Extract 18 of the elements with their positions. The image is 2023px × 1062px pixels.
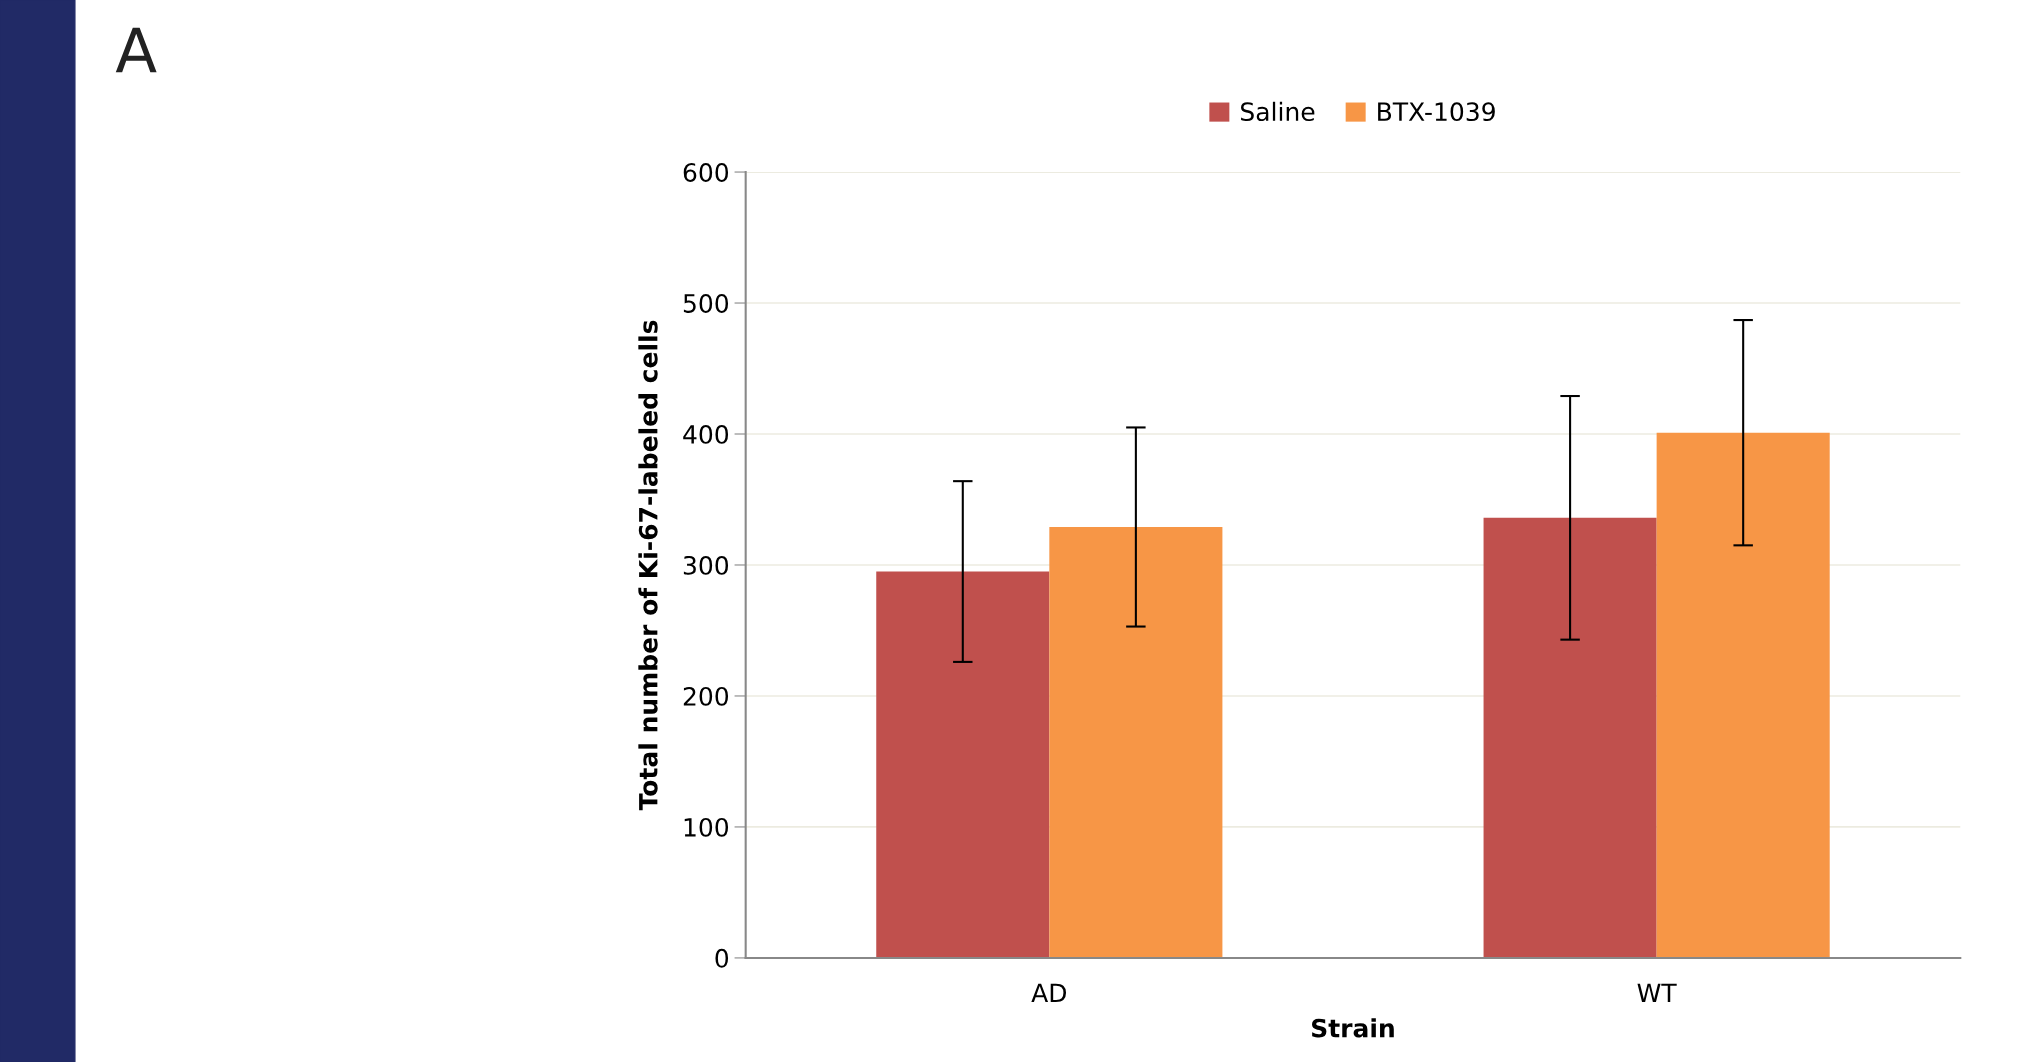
y-tick-label: 600 [683, 162, 729, 182]
y-axis-title: Total number of Ki-67-labeled cells [638, 320, 658, 811]
x-tick-label: AD [1031, 983, 1067, 1002]
y-tick-label: 0 [715, 948, 729, 968]
y-tick-label: 500 [683, 293, 729, 313]
bar [1049, 527, 1223, 958]
legend-label: Saline [1241, 101, 1315, 122]
x-tick-label: WT [1637, 983, 1677, 1002]
y-tick-label: 400 [683, 424, 729, 444]
y-tick-label: 200 [683, 686, 729, 706]
bar [876, 571, 1050, 958]
y-tick-label: 100 [684, 817, 729, 837]
bar [1483, 517, 1657, 958]
y-tick-label: 300 [683, 555, 729, 575]
bar [1656, 432, 1830, 958]
legend-label: BTX-1039 [1378, 102, 1495, 122]
x-axis-title: Strain [1312, 1018, 1394, 1038]
text: A [115, 27, 157, 73]
